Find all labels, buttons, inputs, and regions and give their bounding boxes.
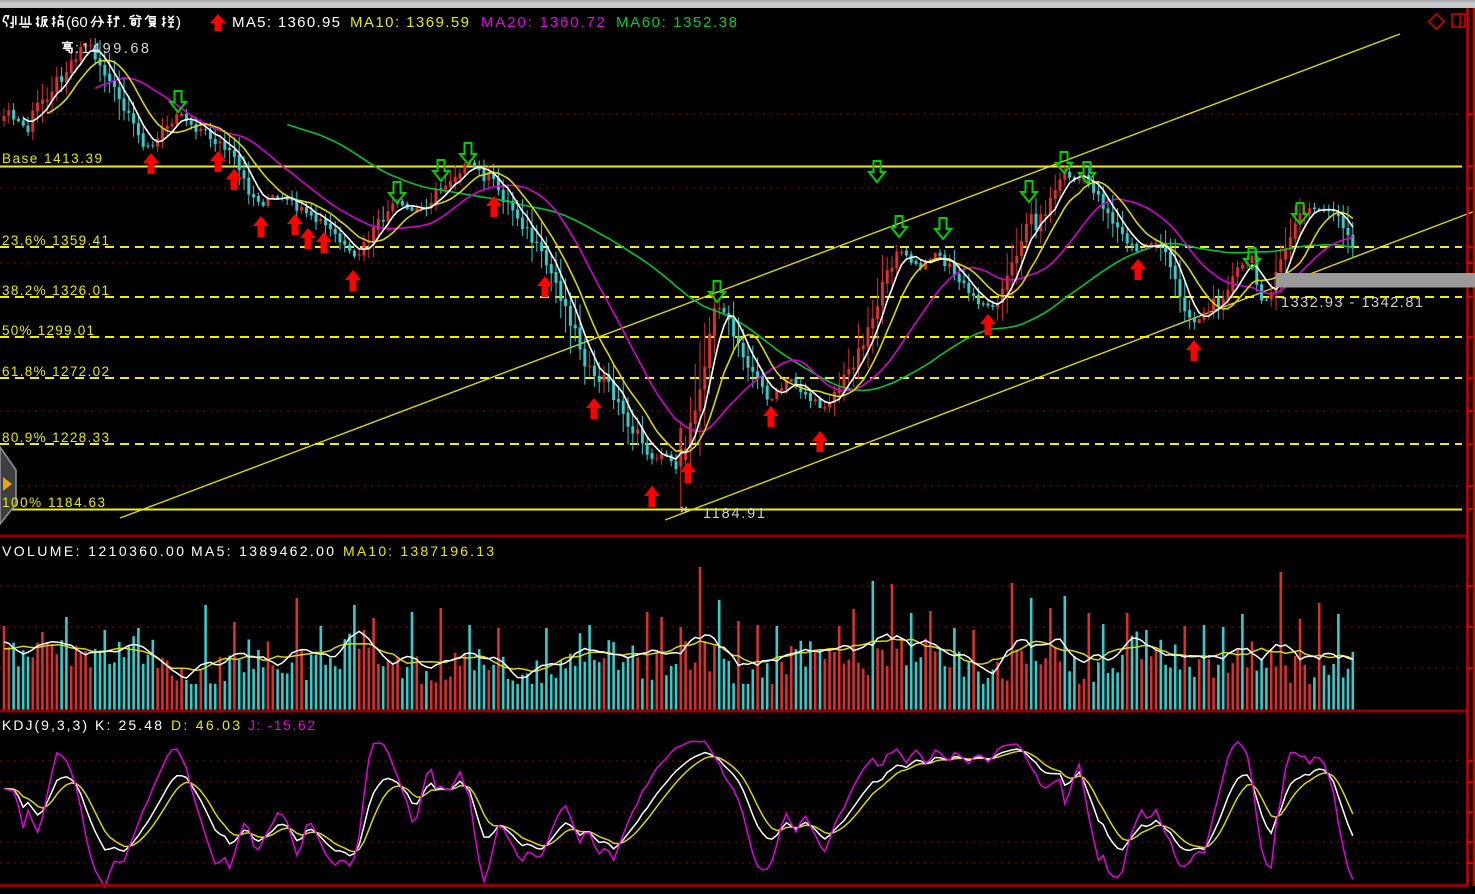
svg-text:50% 1299.01: 50% 1299.01 [2,323,94,338]
svg-text:.: . [122,14,126,31]
svg-text:MA5: 1389462.00: MA5: 1389462.00 [191,543,334,559]
svg-text:MA5: 1360.95: MA5: 1360.95 [232,14,340,31]
svg-text:23.6% 1359.41: 23.6% 1359.41 [2,233,109,248]
svg-text:K: 25.48: K: 25.48 [95,717,162,733]
svg-text:61.8% 1272.02: 61.8% 1272.02 [2,364,109,379]
svg-text:(60: (60 [66,14,88,31]
svg-text:80.9% 1228.33: 80.9% 1228.33 [2,430,109,445]
svg-text:MA20: 1360.72: MA20: 1360.72 [481,14,605,31]
svg-text:1184.91: 1184.91 [703,506,765,522]
svg-text:VOLUME: 1210360.00: VOLUME: 1210360.00 [2,543,184,559]
svg-text:100% 1184.63: 100% 1184.63 [2,495,105,510]
svg-text:MA60: 1352.38: MA60: 1352.38 [616,14,737,31]
svg-text:1332.93 - 1342.81: 1332.93 - 1342.81 [1281,295,1423,311]
svg-text:MA10: 1369.59: MA10: 1369.59 [350,14,469,31]
svg-text:38.2% 1326.01: 38.2% 1326.01 [2,283,109,298]
svg-text:KDJ(9,3,3): KDJ(9,3,3) [2,717,87,733]
svg-text:): ) [176,14,181,31]
